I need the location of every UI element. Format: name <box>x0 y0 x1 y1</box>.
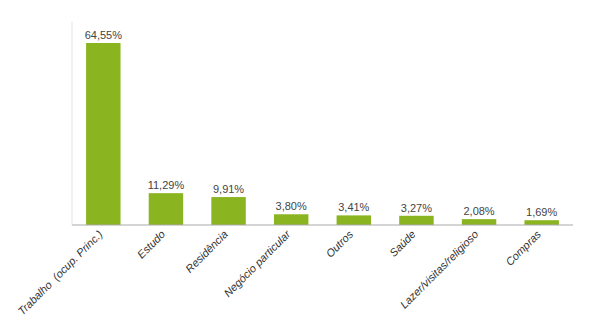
data-label: 9,91% <box>213 183 244 195</box>
bar <box>149 193 183 225</box>
x-tick-label: Outros <box>323 228 355 260</box>
data-label: 3,27% <box>401 202 432 214</box>
x-tick-label: Lazer/visitas/religioso <box>398 228 481 311</box>
data-label: 1,69% <box>526 206 557 218</box>
bar <box>274 214 308 225</box>
data-label: 64,55% <box>85 29 123 41</box>
x-tick-label: Saúde <box>387 228 418 259</box>
x-axis-line <box>72 225 573 226</box>
data-label: 11,29% <box>148 179 185 191</box>
x-tick-label: Trabalho (ocup. Princ.) <box>16 228 105 317</box>
x-tick-label: Negócio particular <box>221 227 293 299</box>
x-tick-label: Estudo <box>135 228 168 261</box>
bar <box>524 220 558 225</box>
bar <box>337 215 371 225</box>
bar <box>211 197 245 225</box>
data-label: 3,80% <box>276 200 307 212</box>
bars <box>86 43 559 225</box>
chart-container: 64,55% 11,29% 9,91% 3,80% 3,41% 3,27% 2,08% 1,6… <box>0 0 589 333</box>
x-tick-label: Residência <box>183 228 230 275</box>
data-label: 2,08% <box>463 205 494 217</box>
chart-svg: 64,55% 11,29% 9,91% 3,80% 3,41% 3,27% 2,08% 1,6… <box>0 0 589 333</box>
x-tick-label: Compras <box>503 228 543 268</box>
bar <box>86 43 120 225</box>
value-axis-line <box>72 22 73 225</box>
bar <box>399 216 433 225</box>
data-label: 3,41% <box>338 201 369 213</box>
bar <box>462 219 496 225</box>
